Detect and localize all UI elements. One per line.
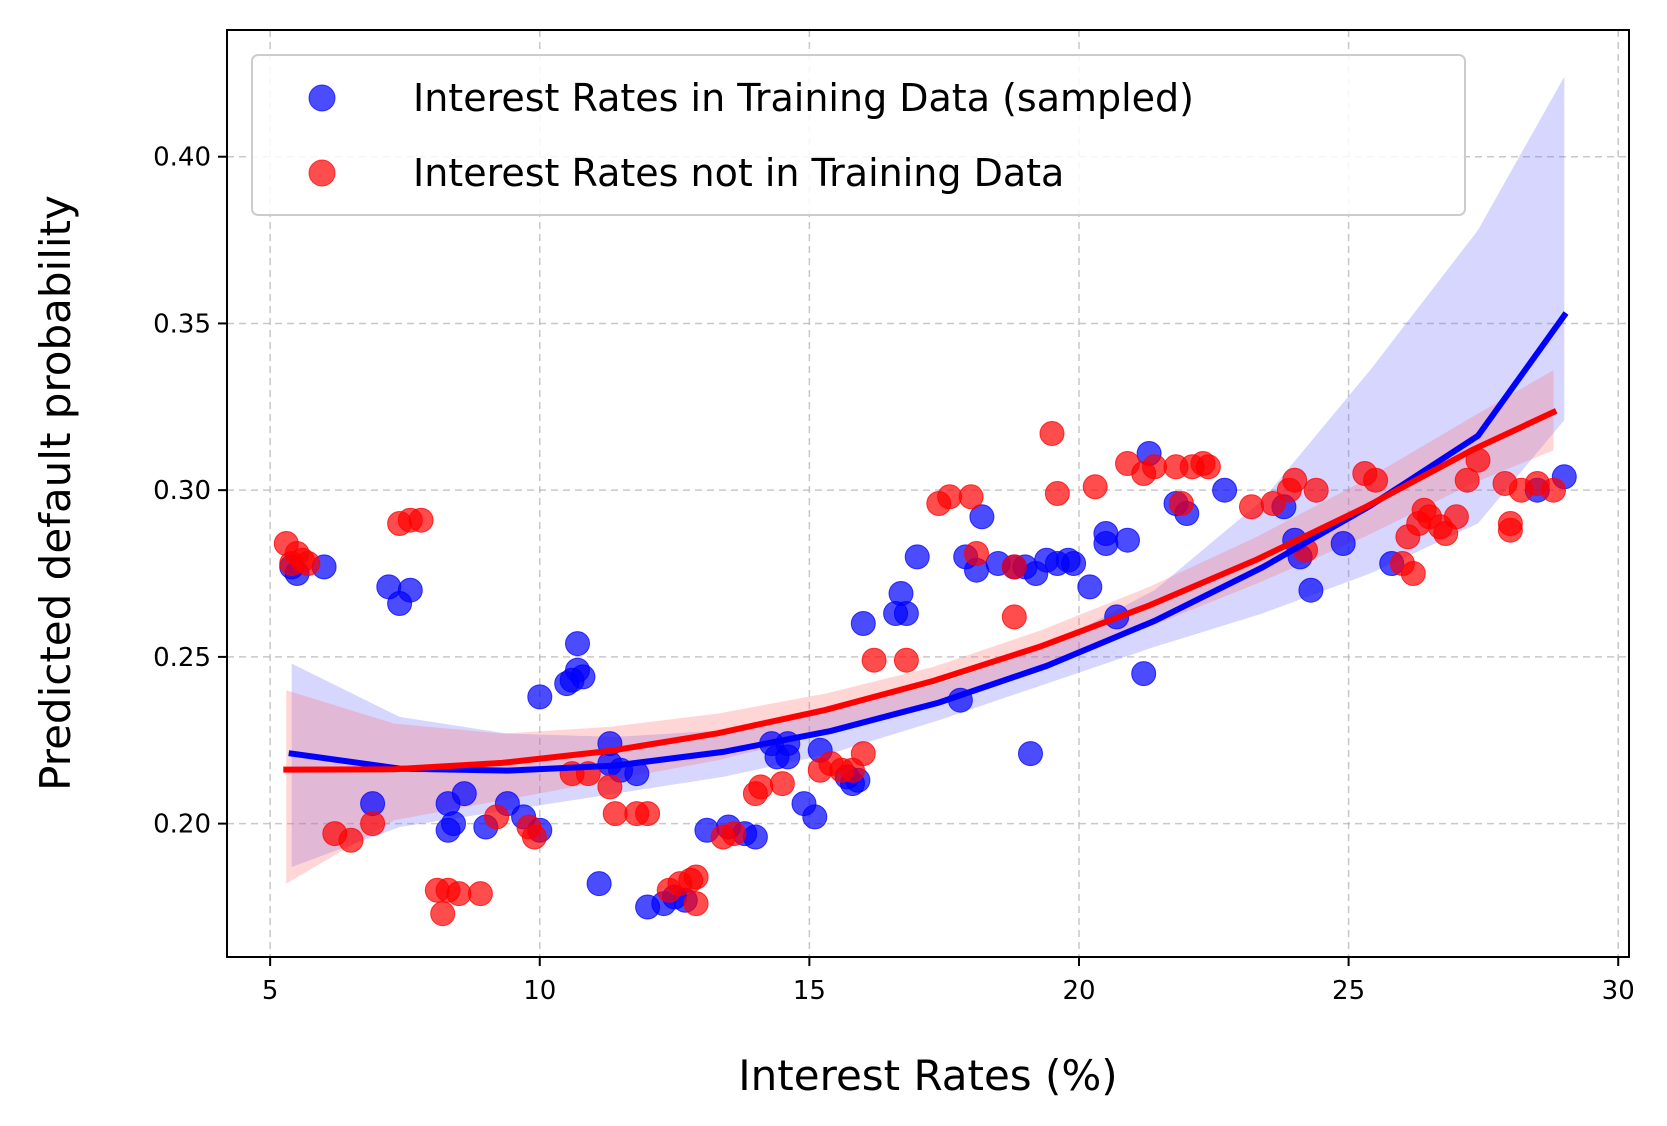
legend-box <box>251 54 1466 216</box>
data-point-training <box>527 684 553 710</box>
data-point-training <box>1115 527 1140 553</box>
data-point-not-training <box>446 881 472 907</box>
data-point-training <box>850 611 876 636</box>
data-point-not-training <box>748 774 774 800</box>
data-point-training <box>1061 551 1087 576</box>
data-point-not-training <box>1303 477 1329 503</box>
x-tick-label: 20 <box>1062 976 1095 1006</box>
data-point-not-training <box>1497 517 1523 543</box>
data-point-training <box>969 504 995 530</box>
data-point-not-training <box>1443 504 1469 530</box>
axis-ticks: 5 10 15 20 25 30 0.20 0.25 0.30 0.35 0.40 <box>153 143 1635 1006</box>
confidence-band-training <box>291 76 1565 867</box>
x-tick-label: 5 <box>262 976 279 1006</box>
y-axis-label: Predicted default probability <box>31 195 80 791</box>
data-point-training <box>1298 577 1324 603</box>
legend-label-training: Interest Rates in Training Data (sampled… <box>413 76 1194 120</box>
y-tick-label: 0.25 <box>153 643 211 673</box>
data-point-not-training <box>408 507 434 533</box>
y-tick-label: 0.35 <box>153 309 211 339</box>
fit-line-not-training <box>283 408 1558 773</box>
x-tick-label: 10 <box>523 976 556 1006</box>
data-point-training <box>451 781 477 807</box>
legend-label-not-training: Interest Rates not in Training Data <box>413 151 1064 195</box>
data-point-not-training <box>893 647 919 673</box>
data-point-training <box>802 804 828 830</box>
data-point-training <box>893 601 919 626</box>
data-point-not-training <box>635 801 661 827</box>
data-point-not-training <box>1082 474 1108 500</box>
data-point-training <box>1131 661 1157 687</box>
data-point-training <box>565 631 590 657</box>
scatter-points <box>273 421 1577 927</box>
data-point-not-training <box>295 551 321 576</box>
data-point-not-training <box>850 741 876 767</box>
y-tick-label: 0.40 <box>153 143 211 173</box>
data-point-not-training <box>937 484 963 510</box>
data-point-training <box>1077 574 1103 600</box>
y-tick-label: 0.20 <box>153 810 211 840</box>
data-point-not-training <box>484 804 510 830</box>
data-point-not-training <box>1239 494 1264 520</box>
x-tick-label: 30 <box>1602 976 1635 1006</box>
data-point-not-training <box>1001 604 1027 630</box>
data-point-training <box>570 664 596 690</box>
data-point-training <box>397 577 423 603</box>
data-point-training <box>1212 477 1238 503</box>
data-point-not-training <box>1001 554 1027 580</box>
data-point-not-training <box>1044 481 1070 506</box>
data-point-training <box>742 824 768 850</box>
data-point-training <box>1093 521 1119 546</box>
fit-lines <box>283 311 1569 774</box>
data-point-not-training <box>958 484 984 510</box>
data-point-not-training <box>1363 467 1389 493</box>
data-point-not-training <box>1400 561 1426 586</box>
data-point-not-training <box>467 881 493 907</box>
data-point-not-training <box>1168 491 1194 516</box>
data-point-not-training <box>1454 467 1480 493</box>
data-point-not-training <box>964 541 989 566</box>
data-point-not-training <box>1142 454 1167 480</box>
data-point-not-training <box>430 901 456 927</box>
data-point-not-training <box>683 891 709 917</box>
data-point-not-training <box>521 824 547 850</box>
x-axis-label: Interest Rates (%) <box>738 1051 1117 1100</box>
data-point-not-training <box>1282 467 1308 493</box>
data-point-training <box>775 744 801 770</box>
data-point-training <box>586 871 612 897</box>
data-point-not-training <box>360 811 386 837</box>
data-point-not-training <box>338 827 364 853</box>
plot-frame <box>226 29 1630 958</box>
legend-marker-training <box>308 84 336 112</box>
legend: Interest Rates in Training Data (sampled… <box>251 54 1466 216</box>
data-point-not-training <box>597 774 623 800</box>
data-point-not-training <box>1195 454 1221 480</box>
data-point-training <box>1330 531 1356 556</box>
data-point-not-training <box>1039 421 1065 446</box>
data-point-not-training <box>861 647 887 673</box>
data-point-training <box>441 811 466 837</box>
data-point-not-training <box>721 821 747 847</box>
legend-marker-not-training <box>308 159 336 187</box>
data-point-not-training <box>769 771 795 797</box>
data-point-not-training <box>602 801 628 827</box>
y-tick-label: 0.30 <box>153 476 211 506</box>
x-tick-label: 15 <box>793 976 826 1006</box>
data-point-not-training <box>1260 491 1286 516</box>
data-point-not-training <box>1541 477 1566 503</box>
x-tick-label: 25 <box>1332 976 1365 1006</box>
data-point-not-training <box>683 864 709 890</box>
data-point-training <box>904 544 930 570</box>
data-point-training <box>1018 741 1043 767</box>
